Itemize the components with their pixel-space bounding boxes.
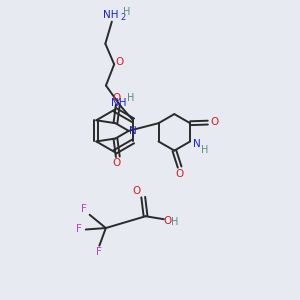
Text: NH: NH <box>111 98 127 108</box>
Text: F: F <box>81 205 87 214</box>
Text: H: H <box>127 93 135 103</box>
Text: O: O <box>175 169 183 178</box>
Text: O: O <box>163 216 172 226</box>
Text: O: O <box>210 117 218 127</box>
Text: O: O <box>116 57 124 67</box>
Text: F: F <box>76 224 82 235</box>
Text: N: N <box>193 139 200 149</box>
Text: H: H <box>201 145 208 155</box>
Text: NH: NH <box>103 10 118 20</box>
Text: O: O <box>112 94 121 103</box>
Text: N: N <box>129 126 137 136</box>
Text: 2: 2 <box>120 13 126 22</box>
Text: H: H <box>171 217 179 227</box>
Text: H: H <box>123 7 130 17</box>
Text: F: F <box>96 247 102 257</box>
Text: O: O <box>112 158 121 168</box>
Text: O: O <box>133 186 141 196</box>
